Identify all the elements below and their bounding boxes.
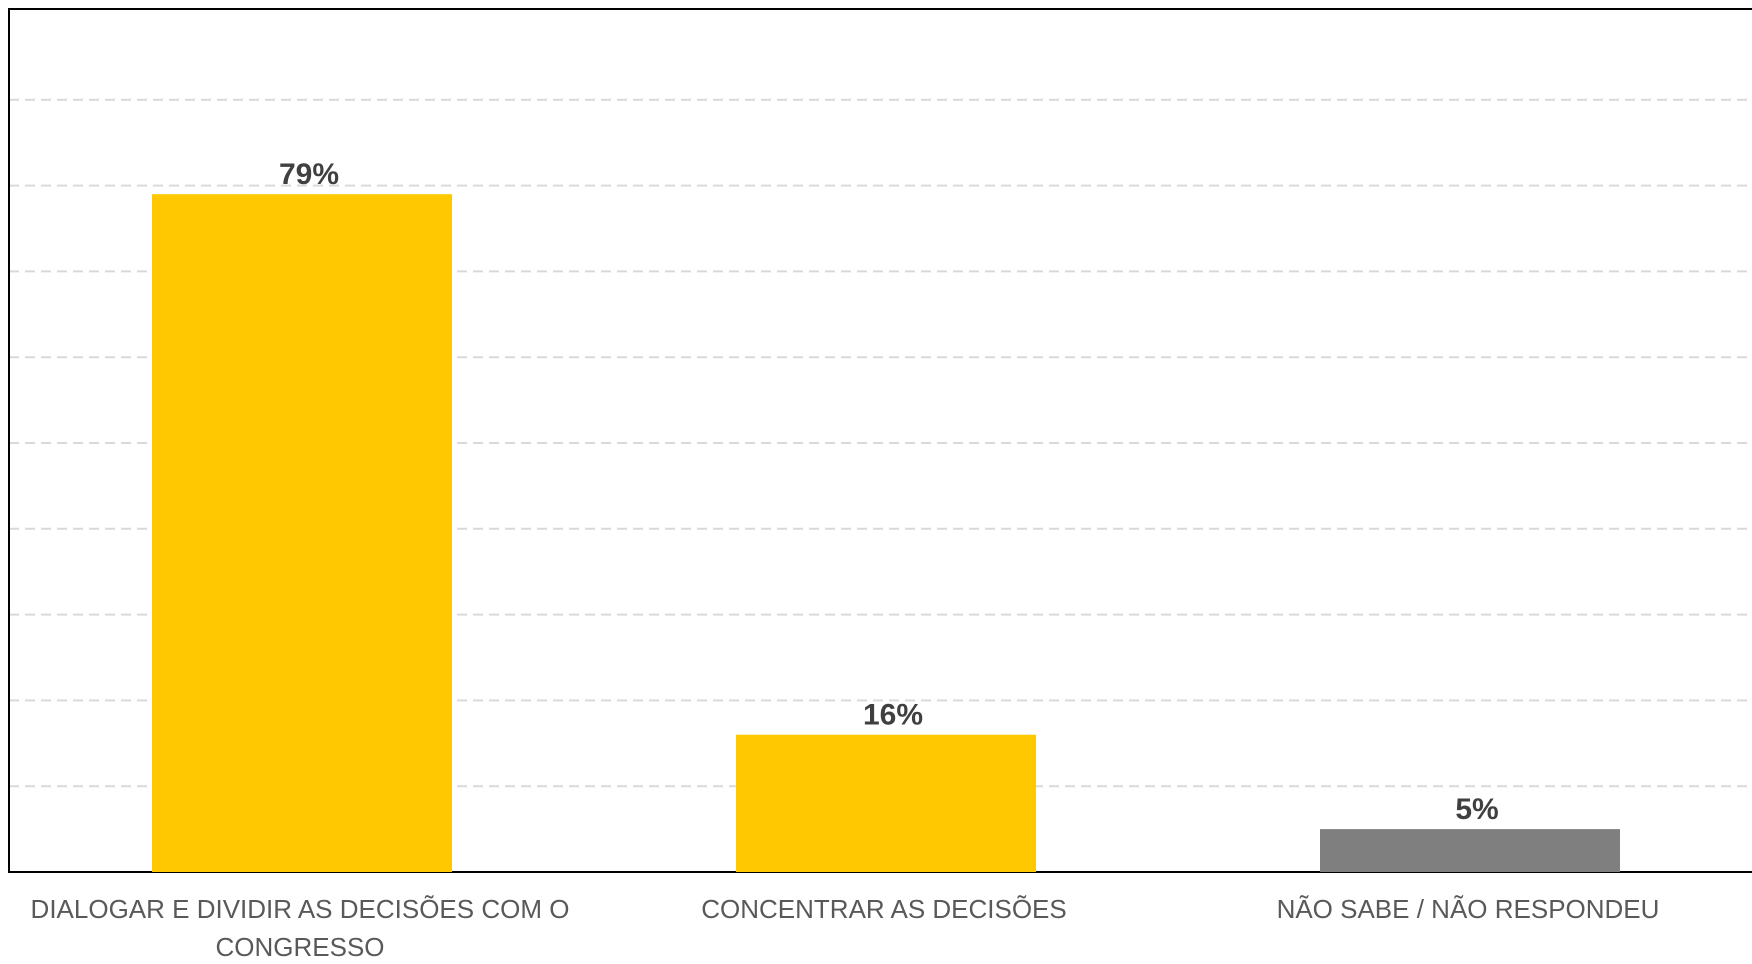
category-label-line: CONGRESSO [215,932,384,962]
bar [1320,829,1620,872]
category-label: CONCENTRAR AS DECISÕES [701,894,1067,924]
bar-value-label: 79% [279,158,339,191]
bar [152,194,452,872]
category-label-line: DIALOGAR E DIVIDIR AS DECISÕES COM O [31,894,570,924]
category-label-line: NÃO SABE / NÃO RESPONDEU [1277,894,1660,924]
bars [152,194,1620,872]
bar-value-label: 5% [1455,793,1498,826]
category-label-line: CONCENTRAR AS DECISÕES [701,894,1067,924]
category-label: NÃO SABE / NÃO RESPONDEU [1277,894,1660,924]
bar-value-label: 16% [863,699,923,732]
category-label: DIALOGAR E DIVIDIR AS DECISÕES COM O CONG… [31,894,570,962]
category-labels: DIALOGAR E DIVIDIR AS DECISÕES COM O CONG… [31,894,1660,962]
value-labels: 79% 16% 5% [279,158,1499,826]
bar [736,734,1036,872]
